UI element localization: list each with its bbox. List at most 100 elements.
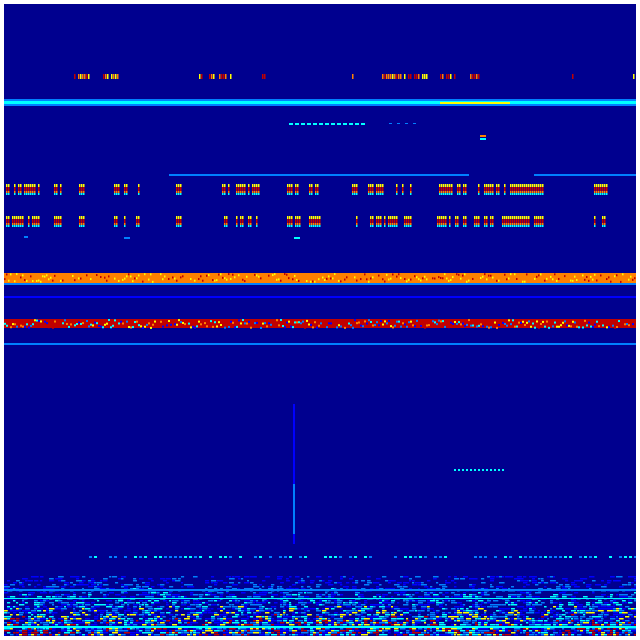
noise-cell (343, 620, 346, 622)
noise-cell (481, 592, 487, 594)
noise-cell (406, 582, 410, 584)
spectral-block (484, 223, 486, 225)
spectral-block (248, 191, 250, 193)
noise-cell (382, 610, 387, 612)
noise-cell (382, 576, 387, 578)
noise-cell (178, 628, 182, 630)
full-band-noise (464, 273, 466, 276)
noisy-band-noise (492, 321, 494, 324)
spectral-block (299, 225, 301, 227)
noise-cell (139, 618, 143, 620)
noise-cell (28, 592, 32, 594)
full-band-noise (438, 276, 440, 279)
noise-cell (520, 606, 525, 608)
noise-cell (520, 600, 525, 602)
noise-cell (364, 618, 370, 620)
noisy-band-noise (468, 319, 470, 322)
noise-cell (34, 604, 40, 606)
noise-cell (400, 588, 405, 590)
noise-cell (583, 622, 589, 624)
noise-cell (466, 618, 472, 620)
spectral-block (484, 184, 486, 187)
full-band-noise (186, 278, 188, 281)
noise-cell (202, 612, 208, 614)
spectral-block (540, 193, 542, 195)
noise-cell (214, 622, 220, 624)
noise-cell (283, 612, 286, 614)
noise-cell (220, 606, 224, 608)
spectral-block (449, 191, 451, 193)
noise-cell (379, 630, 385, 632)
noise-cell (145, 586, 149, 588)
noise-cell (151, 628, 156, 630)
noise-cell (298, 596, 303, 598)
noise-cell (379, 620, 385, 622)
noise-cell (634, 610, 636, 612)
noise-cell (247, 610, 251, 612)
noise-cell (97, 604, 101, 606)
spectral-block (226, 219, 228, 223)
noise-cell (196, 602, 202, 604)
noise-cell (190, 610, 195, 612)
noise-cell (622, 630, 626, 632)
spectral-block (250, 216, 252, 219)
spectral-block (12, 223, 14, 225)
noise-cell (334, 592, 339, 594)
noisy-band-noise (44, 320, 46, 323)
spectral-block (20, 223, 22, 225)
noisy-band-noise (82, 322, 84, 325)
noise-cell (568, 620, 571, 622)
spectral-block (512, 223, 514, 225)
noise-cell (586, 622, 591, 624)
noisy-band-noise (432, 320, 434, 323)
noise-cell (589, 610, 592, 612)
spectral-block (30, 187, 32, 191)
noise-cell (256, 610, 260, 612)
full-band-noise (526, 273, 528, 276)
noisy-band-noise (448, 326, 450, 329)
noise-cell (229, 600, 233, 602)
full-band-noise (180, 276, 182, 279)
band-line (4, 101, 636, 104)
noise-cell (49, 628, 54, 630)
spectral-block (287, 223, 289, 225)
spectral-tick (213, 74, 215, 79)
noisy-band-noise (268, 322, 270, 325)
dot (554, 556, 557, 558)
noise-cell (400, 632, 403, 634)
noise-cell (31, 594, 34, 596)
noise-cell (112, 622, 116, 624)
noise-cell (493, 612, 496, 614)
noise-cell (76, 614, 81, 616)
full-band-noise (52, 279, 54, 282)
noise-cell (346, 632, 352, 634)
full-band-noise (374, 275, 376, 278)
noise-cell (34, 628, 37, 630)
noisy-band-noise (602, 324, 604, 327)
noise-cell (223, 608, 226, 610)
noise-cell (265, 612, 270, 614)
noise-cell (172, 596, 177, 598)
spectral-block (600, 191, 602, 193)
full-band-noise (12, 275, 14, 278)
spectral-block (116, 193, 118, 195)
noise-cell (160, 632, 164, 634)
full-band-noise (632, 278, 634, 281)
noise-cell (490, 628, 496, 630)
noise-cell (211, 608, 214, 610)
noise-cell (196, 630, 201, 632)
noise-cell (472, 634, 478, 636)
noise-cell (169, 630, 174, 632)
noise-cell (529, 594, 532, 596)
noise-cell (235, 608, 240, 610)
spectral-block (256, 184, 258, 187)
noise-cell (538, 592, 542, 594)
spectral-block (79, 216, 81, 219)
noise-cell (418, 596, 423, 598)
noise-cell (400, 618, 404, 620)
noise-cell (535, 634, 538, 636)
noise-cell (238, 616, 241, 618)
spectral-block (512, 191, 514, 193)
noise-cell (340, 604, 346, 606)
noise-cell (115, 630, 119, 632)
